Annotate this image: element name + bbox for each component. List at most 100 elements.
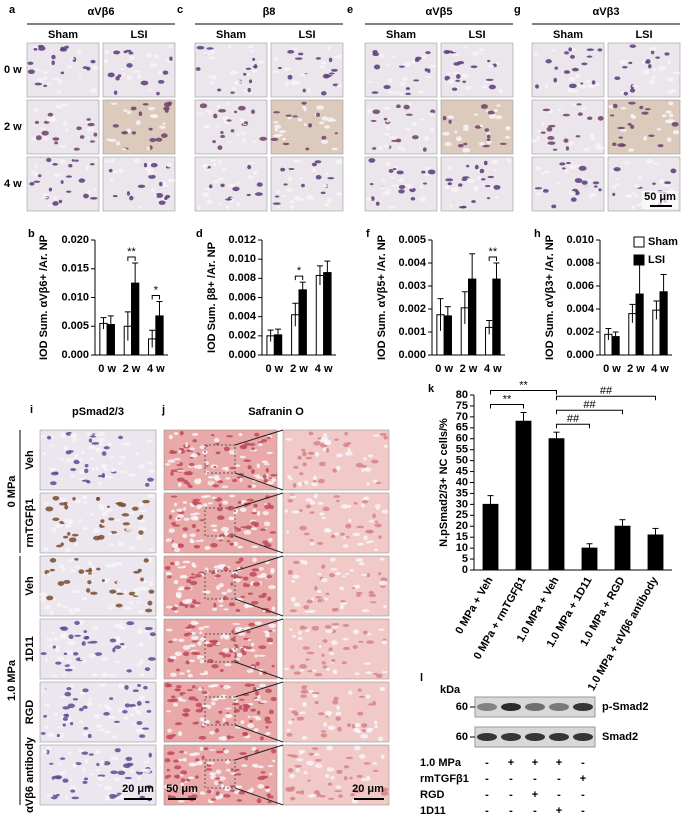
cell	[353, 745, 361, 751]
cell	[251, 545, 259, 548]
cell	[302, 451, 307, 457]
cell	[324, 624, 332, 629]
cell	[193, 544, 201, 549]
cell	[372, 147, 377, 150]
cell	[345, 756, 354, 760]
panel-title: β8	[263, 6, 276, 18]
cell	[303, 604, 310, 610]
cell	[243, 459, 252, 463]
cell	[451, 87, 458, 91]
cell	[201, 690, 208, 695]
cell	[446, 72, 451, 76]
cell	[55, 661, 62, 665]
cell	[31, 170, 37, 175]
cell	[51, 60, 55, 66]
cell	[131, 506, 139, 511]
row-label: 4 w	[4, 178, 22, 190]
lane-sign: -	[485, 789, 489, 801]
cell	[313, 441, 321, 446]
cell	[383, 444, 388, 448]
cell	[182, 501, 188, 504]
cell	[176, 464, 180, 467]
cell	[297, 455, 302, 460]
micrograph-bg	[270, 156, 344, 212]
cell	[595, 142, 602, 148]
cell	[463, 127, 469, 132]
cell	[498, 89, 503, 94]
cell	[368, 703, 374, 706]
cell	[68, 634, 74, 640]
cell	[267, 765, 274, 768]
cell	[392, 91, 401, 94]
y-tick-label: 80	[456, 389, 468, 401]
micrograph	[163, 492, 278, 554]
cell	[210, 49, 215, 55]
cell	[229, 466, 236, 470]
cell	[365, 197, 372, 201]
cell	[216, 515, 225, 520]
cell	[269, 772, 273, 776]
cell	[577, 112, 583, 116]
cell	[232, 622, 241, 625]
cell	[243, 121, 249, 125]
cell	[109, 697, 114, 701]
cell	[40, 127, 46, 130]
cell	[67, 751, 72, 755]
cell	[58, 733, 65, 739]
cell	[46, 732, 55, 738]
cell	[301, 625, 305, 628]
cell	[250, 527, 258, 530]
cell	[215, 451, 221, 455]
cell	[54, 141, 59, 145]
cell	[118, 470, 127, 474]
cell	[648, 134, 655, 137]
cell	[137, 516, 143, 520]
cell	[226, 589, 232, 593]
cell	[60, 542, 64, 546]
cell	[291, 510, 300, 514]
cell	[387, 63, 391, 67]
cell	[194, 573, 202, 578]
cell	[189, 604, 195, 609]
cell	[352, 723, 356, 729]
cell	[44, 502, 50, 506]
cell	[121, 147, 127, 151]
cell	[622, 65, 628, 69]
cell	[337, 54, 343, 59]
cell	[183, 517, 190, 521]
cell	[86, 432, 93, 437]
cell	[214, 568, 219, 574]
cell	[66, 687, 72, 691]
cell	[103, 58, 109, 64]
cell	[86, 701, 94, 707]
cell	[307, 689, 315, 693]
cell	[612, 103, 618, 109]
cell	[168, 528, 175, 533]
cell	[224, 721, 230, 725]
cell	[214, 728, 220, 733]
cell	[617, 143, 626, 148]
cell	[324, 202, 330, 208]
cell	[236, 799, 243, 802]
cell	[117, 795, 125, 799]
significance-label: **	[503, 393, 512, 405]
cell	[145, 700, 150, 704]
cell	[158, 181, 163, 187]
y-axis-label: IOD Sum. αVβ6+ /Ar. NP	[38, 235, 50, 360]
cell	[82, 659, 87, 664]
cell	[37, 44, 44, 48]
cell	[73, 459, 80, 465]
panel-title: αVβ6	[88, 6, 115, 18]
cell	[268, 709, 274, 715]
cell	[118, 684, 125, 689]
cell	[225, 477, 231, 480]
cell	[167, 699, 175, 703]
cell	[206, 643, 214, 648]
cell	[139, 795, 146, 799]
cell	[352, 586, 356, 590]
cell	[290, 796, 296, 801]
cell	[411, 59, 416, 65]
cell	[72, 456, 79, 459]
cell	[104, 467, 108, 471]
cell	[222, 116, 229, 120]
